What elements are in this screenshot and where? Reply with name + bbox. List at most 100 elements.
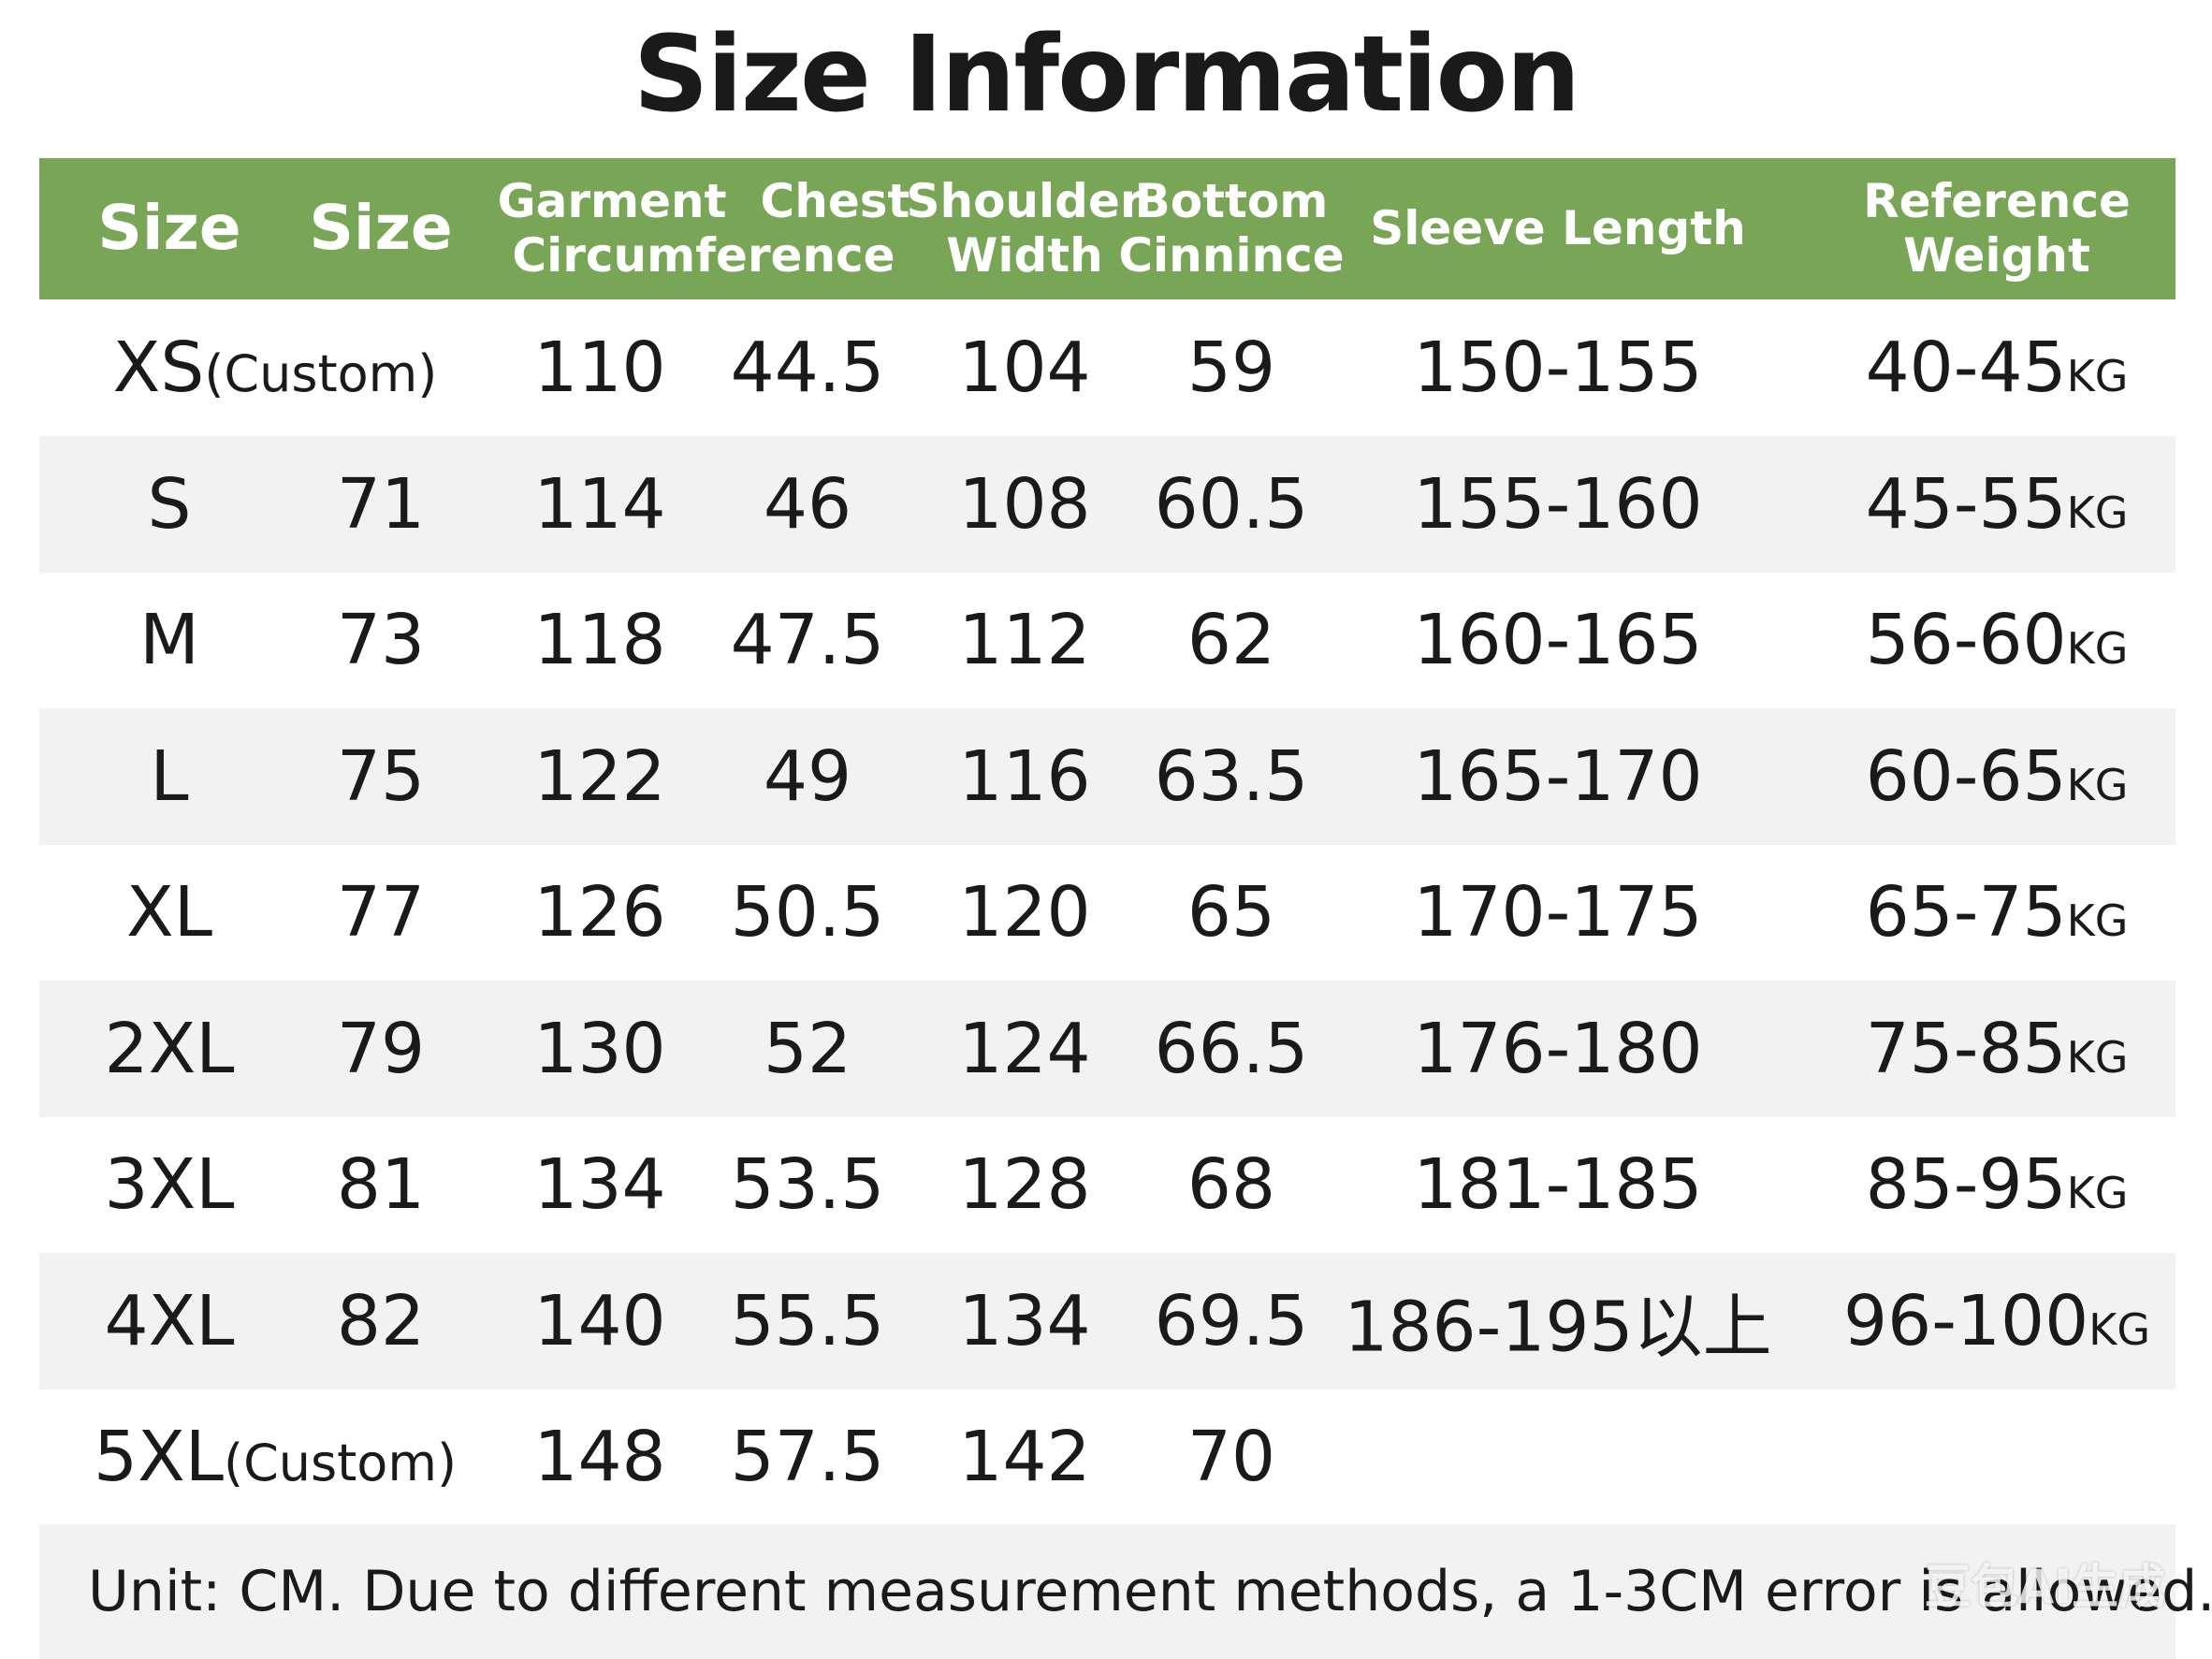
cell: 128 [958,1144,1091,1225]
header-cell: Garment Chest Circumference [498,174,910,283]
cell: 52 [763,1008,852,1089]
size-cell: 3XL [104,1144,234,1225]
weight-cell: 45-55KG [1866,464,2129,545]
size-main: S [147,463,192,545]
table-note: Unit: CM. Due to different measurement m… [39,1524,2212,1659]
cell: 155-160 [1413,463,1703,545]
cell: 186-195以上 [1344,1287,1772,1367]
size-cell: S [148,464,192,545]
header-line: Circumference [512,228,895,283]
table-row: S 71 114 46 108 60.5 155-160 45-55KG [39,435,2176,573]
table-row: 4XL 82 140 55.5 134 69.5 186-195以上 96-100KG [39,1252,2176,1390]
size-cell: 5XL(Custom) [94,1417,457,1497]
weight-value: 60-65 [1865,735,2067,817]
cell: 130 [533,1008,666,1089]
header-line: Bottom [1134,174,1329,228]
cell: 70 [1186,1417,1276,1497]
cell: 150-155 [1413,327,1703,408]
weight-cell: 85-95KG [1866,1144,2129,1225]
size-cell: M [139,600,199,680]
cell: 65 [1186,872,1276,953]
weight-unit: KG [2066,351,2129,401]
cell: 55.5 [730,1280,885,1361]
header-line: Sleeve Length [1370,201,1746,255]
header-line: Size [97,192,241,264]
size-cell: XS(Custom) [113,327,438,408]
size-main: 2XL [104,1008,235,1089]
cell: 181-185 [1413,1144,1703,1225]
cell: 165-170 [1413,735,1703,817]
size-code: 81 [336,1144,426,1225]
header-line: Size [309,192,453,264]
weight-cell: 65-75KG [1866,872,2129,953]
weight-value: 65-75 [1865,872,2067,953]
size-code: 75 [336,735,426,817]
header-line: Weight [1903,228,2090,283]
cell: 44.5 [730,327,885,408]
size-cell: XL [126,872,212,953]
weight-unit: KG [2066,1031,2129,1083]
cell: 122 [533,735,666,817]
header-cell: Bottom Cinnince [1118,174,1344,283]
size-cell: 2XL [104,1009,234,1089]
weight-value: 40-45 [1865,327,2067,408]
size-main: 4XL [104,1280,235,1361]
table-row: 2XL 79 130 52 124 66.5 176-180 75-85KG [39,980,2176,1117]
size-main: M [139,600,199,680]
weight-unit: KG [2066,623,2129,674]
cell: 66.5 [1154,1008,1309,1089]
cell: 46 [763,463,852,545]
header-line: Shoulder [906,174,1143,228]
cell: 68 [1186,1144,1276,1225]
weight-unit: KG [2066,487,2129,538]
weight-unit: KG [2066,759,2129,810]
size-note: (Custom) [204,344,438,403]
header-line: Garment Chest [498,174,910,228]
weight-value: 96-100 [1843,1280,2089,1361]
title: Size Information [633,14,1580,136]
weight-value: 56-60 [1865,600,2067,680]
cell: 104 [958,327,1091,408]
size-main: 5XL [93,1417,224,1497]
weight-unit: KG [2066,1168,2129,1218]
table-row: M 73 118 47.5 112 62 160-165 56-60KG [39,572,2176,708]
cell: 47.5 [730,600,885,680]
cell: 118 [533,600,666,680]
size-cell: L [150,736,188,817]
cell: 63.5 [1154,735,1309,817]
cell: 49 [763,735,852,817]
table-header: Size Size Garment Chest Circumference Shoulde… [39,158,2176,299]
header-cell: Shoulder Width [906,174,1142,283]
note-text: Unit: CM. Due to different measurement m… [88,1559,2212,1624]
weight-cell: 75-85KG [1866,1009,2129,1089]
weight-cell: 60-65KG [1866,736,2129,817]
header-word: Garment [497,174,727,228]
cell: 120 [958,872,1091,953]
cell: 57.5 [730,1417,885,1497]
table-row: 3XL 81 134 53.5 128 68 181-185 85-95KG [39,1116,2176,1253]
weight-cell: 40-45KG [1866,327,2129,408]
cell: 62 [1186,600,1276,680]
cell: 134 [958,1280,1091,1361]
cell: 176-180 [1413,1008,1703,1089]
header-line: Cinnince [1118,228,1345,283]
watermark: 豆包AI生成 [1924,1560,2165,1614]
size-cell: 4XL [104,1281,234,1361]
size-main: XL [126,872,212,953]
cell: 50.5 [730,872,885,953]
size-main: L [150,735,189,817]
cell: 116 [958,735,1091,817]
header-cell: Sleeve Length [1370,201,1746,255]
size-code: 82 [336,1280,426,1361]
table-row: 5XL(Custom) 148 57.5 142 70 [39,1389,2176,1525]
weight-unit: KG [2088,1303,2150,1355]
weight-cell: 56-60KG [1866,600,2129,680]
cell: 59 [1186,327,1276,408]
cell: 140 [533,1280,666,1361]
table-row: XS(Custom) 110 44.5 104 59 150-155 40-45KG [39,299,2176,436]
cell: 110 [533,327,666,408]
weight-value: 75-85 [1865,1008,2067,1089]
size-code: 79 [336,1008,426,1089]
size-note: (Custom) [224,1433,458,1492]
